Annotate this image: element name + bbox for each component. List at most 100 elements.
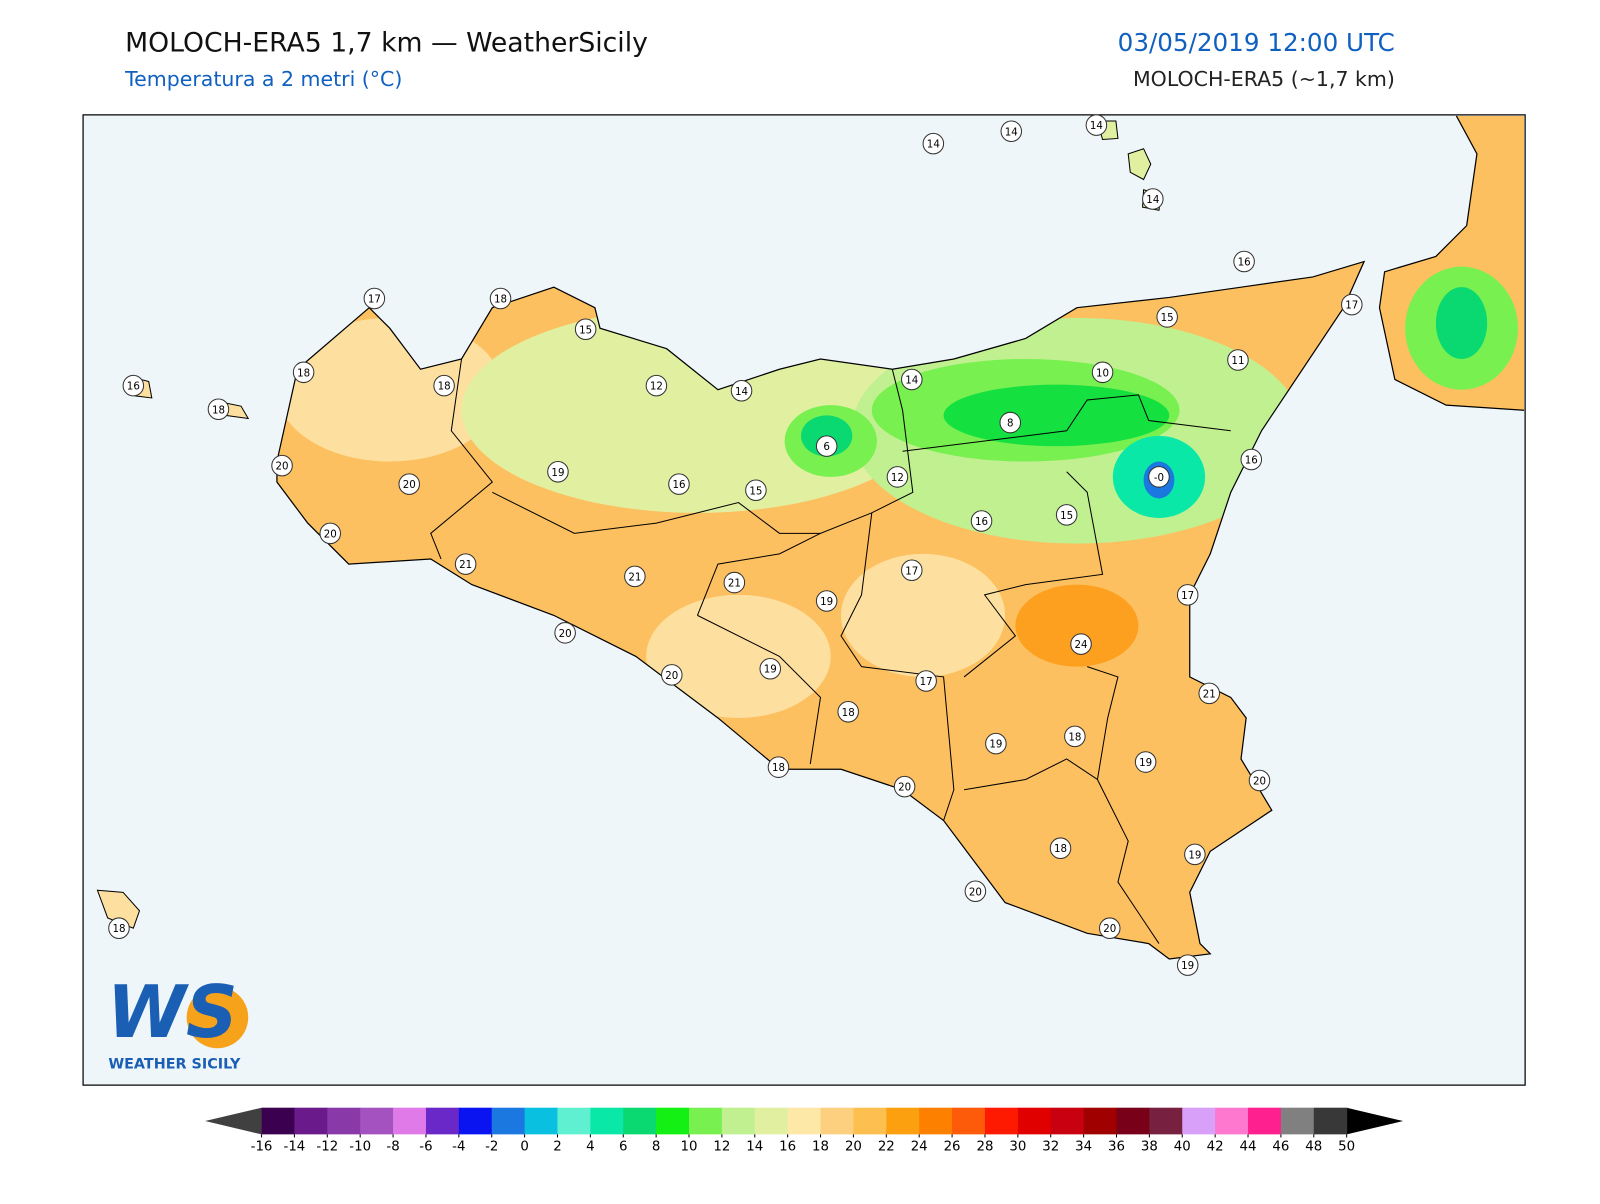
station-marker: [985, 732, 1007, 755]
colorbar-segment: [524, 1107, 558, 1135]
colorbar-tick-label: -12: [316, 1140, 338, 1155]
colorbar-tick-label: 44: [1240, 1140, 1257, 1155]
colorbar-segment: [1215, 1107, 1249, 1135]
colorbar-segment: [623, 1107, 657, 1135]
colorbar: -16 -14 -12 -10 -8 -6 -4 -2 0 2 4 6 8 10 12 14 16 18 20 22 2…: [205, 1107, 1404, 1155]
station-marker: [1233, 250, 1255, 273]
station-marker: [454, 553, 477, 575]
station-value: 20: [665, 670, 678, 682]
station-value: 15: [1161, 312, 1174, 324]
colorbar-segment: [327, 1107, 361, 1135]
station-marker: [723, 571, 746, 594]
station-value: 20: [1253, 776, 1266, 788]
station-value: 10: [1096, 367, 1109, 379]
station-value: 12: [650, 381, 663, 393]
station-marker: [363, 287, 386, 310]
subtitle: Temperatura a 2 metri (°C): [124, 67, 402, 91]
colorbar-segment: [458, 1107, 493, 1135]
station-marker: [815, 590, 838, 612]
station-marker: [624, 565, 646, 588]
station-value: 16: [672, 479, 685, 491]
station-marker: [901, 368, 923, 391]
station-marker: [745, 479, 767, 502]
station-value: 19: [989, 739, 1002, 751]
station-value: 17: [1345, 300, 1358, 312]
station-value: 18: [1054, 843, 1067, 855]
station-value: 15: [579, 324, 592, 336]
station-marker: [645, 374, 668, 397]
station-value: 16: [975, 516, 988, 528]
colorbar-segment: [754, 1107, 789, 1135]
station-value: 14: [905, 375, 918, 387]
station-marker: [922, 132, 945, 155]
station-value: 18: [112, 923, 125, 935]
station-value: 20: [969, 886, 982, 898]
station-marker: [1227, 349, 1249, 371]
logo: WS WEATHER SICILY: [107, 970, 249, 1073]
station-value: 14: [927, 139, 940, 151]
station-marker: [554, 622, 576, 644]
colorbar-segment: [1149, 1107, 1183, 1135]
station-value: 20: [403, 479, 416, 491]
station-value: 19: [764, 664, 777, 676]
colorbar-tick-label: 42: [1207, 1140, 1224, 1155]
colorbar-segment: [952, 1107, 986, 1135]
station-marker: [1156, 306, 1178, 328]
station-marker: [915, 670, 937, 692]
station-value: 18: [1068, 731, 1081, 743]
station-marker: [893, 775, 916, 798]
station-value: 6: [823, 441, 830, 453]
colorbar-tick-label: 24: [911, 1140, 928, 1155]
colorbar-tick-label: -16: [251, 1140, 273, 1155]
colorbar-tick-label: 26: [944, 1140, 961, 1155]
station-value: 8: [1007, 418, 1014, 430]
colorbar-segment: [1280, 1107, 1315, 1135]
station-marker: [837, 701, 859, 723]
title: MOLOCH-ERA5 1,7 km — WeatherSicily: [125, 28, 648, 59]
colorbar-tick-label: 38: [1141, 1140, 1158, 1155]
colorbar-tick-label: 14: [746, 1140, 763, 1155]
colorbar-segment: [261, 1107, 295, 1135]
colorbar-segment: [853, 1107, 887, 1135]
logo-text: WEATHER SICILY: [108, 1057, 241, 1073]
station-marker: [1248, 769, 1271, 792]
station-marker: [1176, 584, 1199, 606]
colorbar-segment: [1017, 1107, 1052, 1135]
station-value: 20: [324, 528, 337, 540]
station-marker: [1000, 120, 1023, 143]
colorbar-tick-label: -4: [452, 1140, 465, 1155]
colorbar-tick-label: 48: [1305, 1140, 1322, 1155]
model: MOLOCH-ERA5 (~1,7 km): [1133, 67, 1395, 91]
station-value: 18: [297, 367, 310, 379]
colorbar-segment: [919, 1107, 953, 1135]
colorbar-tick-label: 0: [520, 1140, 528, 1155]
station-value: 19: [1188, 849, 1201, 861]
colorbar-tick-label: -10: [349, 1140, 371, 1155]
colorbar-tick-label: 18: [812, 1140, 829, 1155]
colorbar-segment: [294, 1107, 328, 1135]
colorbar-segment: [393, 1107, 427, 1135]
station-value: 21: [459, 559, 472, 571]
colorbar-tick-label: 4: [586, 1140, 594, 1155]
station-value: 14: [1090, 120, 1103, 132]
colorbar-segment: [1116, 1107, 1150, 1135]
station-marker: [999, 411, 1022, 434]
colorbar-tick-label: -14: [284, 1140, 306, 1155]
station-value: 15: [749, 485, 762, 497]
colorbar-tick-label: 22: [878, 1140, 895, 1155]
colorbar-segment: [721, 1107, 756, 1135]
colorbar-segment: [1182, 1107, 1216, 1135]
colorbar-tick-label: 12: [713, 1140, 730, 1155]
station-value: 16: [127, 381, 140, 393]
station-marker: [759, 657, 782, 680]
colorbar-over: [1346, 1107, 1404, 1135]
station-marker: [1098, 917, 1121, 939]
colorbar-tick-label: 50: [1338, 1140, 1355, 1155]
station-value: 19: [551, 467, 564, 479]
station-marker: [668, 473, 690, 495]
station-value: 18: [772, 762, 785, 774]
station-value: 17: [920, 676, 933, 688]
station-value: 18: [438, 381, 451, 393]
station-marker: [661, 664, 683, 686]
